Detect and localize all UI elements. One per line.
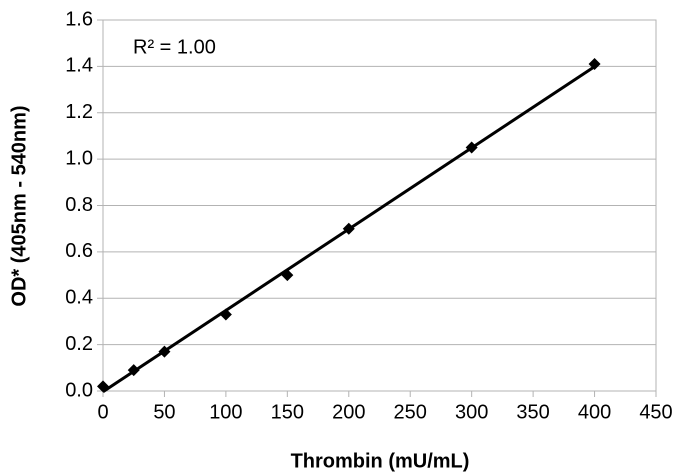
x-tick-label: 100 — [209, 401, 242, 423]
data-point — [219, 308, 232, 321]
y-tick-label: 0.6 — [65, 240, 93, 262]
y-axis-title: OD* (405nm - 540nm) — [8, 105, 30, 306]
x-tick-label: 450 — [639, 401, 672, 423]
x-tick-label: 350 — [516, 401, 549, 423]
y-tick-label: 0.8 — [65, 194, 93, 216]
y-tick-label: 1.6 — [65, 8, 93, 30]
x-tick-label: 300 — [455, 401, 488, 423]
x-tick-label: 0 — [97, 401, 108, 423]
x-tick-label: 400 — [578, 401, 611, 423]
y-tick-label: 0.4 — [65, 287, 93, 309]
data-point — [158, 345, 171, 358]
x-tick-label: 150 — [271, 401, 304, 423]
data-point — [588, 58, 601, 71]
y-tick-label: 0.0 — [65, 379, 93, 401]
y-tick-label: 1.2 — [65, 101, 93, 123]
data-point — [281, 269, 294, 282]
x-tick-label: 250 — [394, 401, 427, 423]
y-tick-label: 1.4 — [65, 55, 93, 77]
data-point — [127, 364, 140, 377]
data-point — [342, 222, 355, 235]
x-tick-label: 200 — [332, 401, 365, 423]
y-tick-label: 0.2 — [65, 333, 93, 355]
x-axis-title: Thrombin (mU/mL) — [291, 450, 470, 472]
plot-frame — [102, 19, 657, 392]
x-tick-label: 50 — [153, 401, 175, 423]
annotation: R² = 1.00 — [133, 36, 216, 58]
data-point — [465, 141, 478, 154]
data-point — [97, 380, 109, 393]
y-tick-label: 1.0 — [65, 147, 93, 169]
